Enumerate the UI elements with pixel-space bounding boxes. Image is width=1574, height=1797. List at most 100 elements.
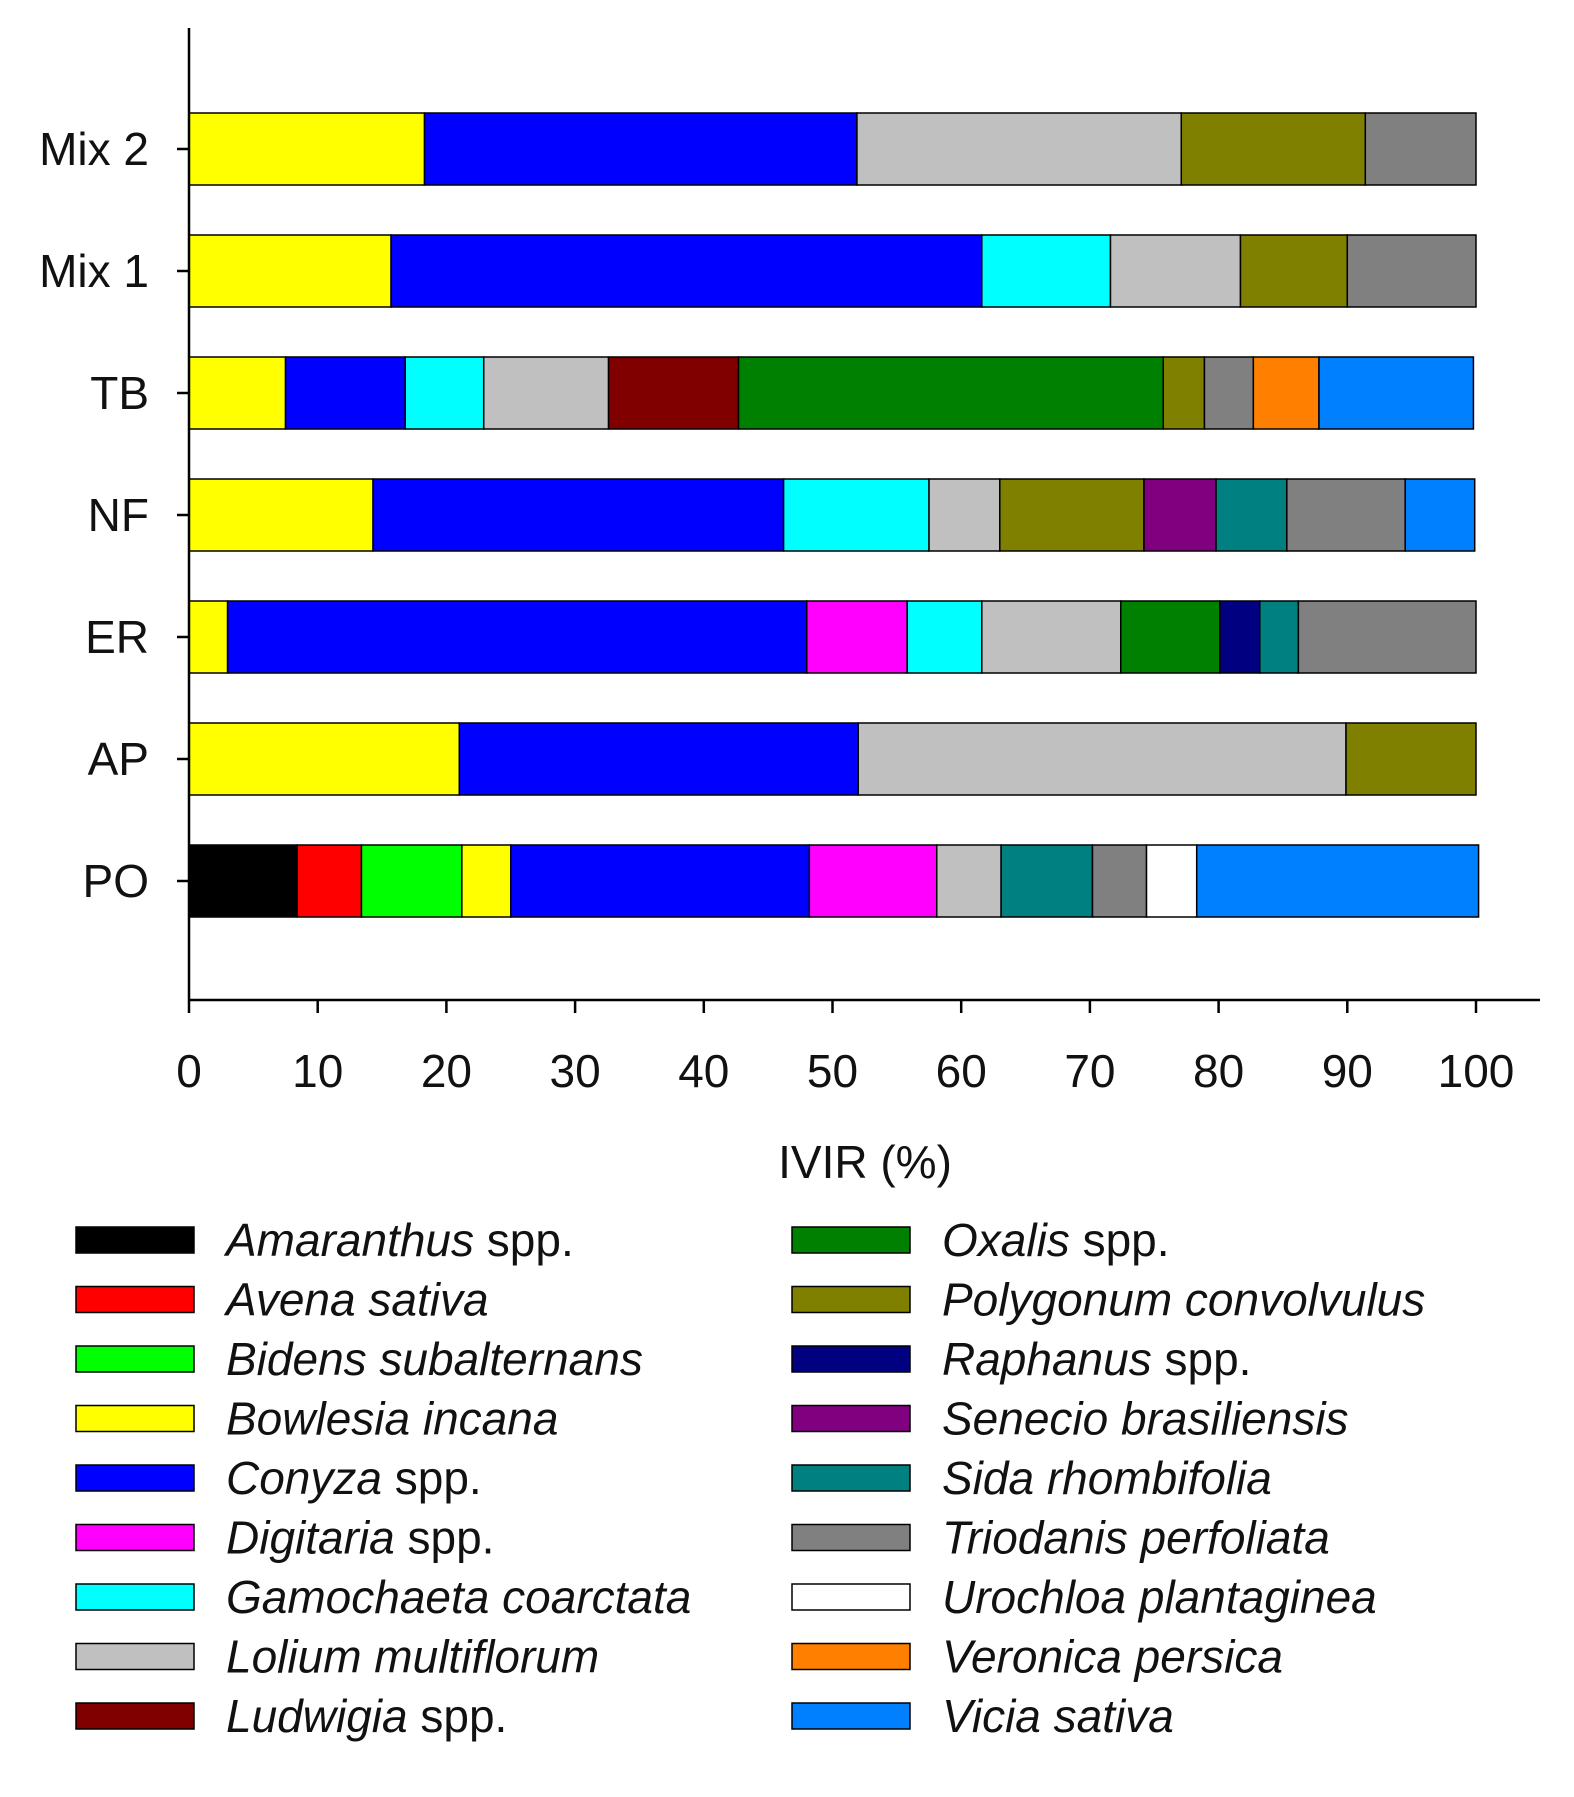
legend-label-italic: Polygonum convolvulus <box>942 1274 1425 1326</box>
bar-segment <box>999 478 1145 552</box>
legend-label-plain: spp. <box>382 1452 482 1504</box>
legend-item: Amaranthus spp. <box>75 1214 574 1266</box>
bar-segment <box>1219 600 1261 674</box>
x-tick-label: 100 <box>1438 1045 1515 1097</box>
legend-swatch <box>75 1642 195 1671</box>
legend-label-italic: Amaranthus <box>223 1214 474 1266</box>
legend-label: Polygonum convolvulus <box>942 1274 1425 1326</box>
legend-swatch <box>75 1464 195 1492</box>
legend: Amaranthus spp. Avena sativa Bidens subalt… <box>75 1214 1425 1742</box>
legend-label-italic: Oxalis <box>942 1214 1070 1266</box>
bar-segment <box>510 844 811 918</box>
legend-label: Vicia sativa <box>942 1690 1174 1742</box>
legend-label: Avena sativa <box>223 1274 489 1326</box>
bar-segment <box>458 722 859 796</box>
legend-swatch <box>791 1642 911 1671</box>
bar-segment <box>296 844 363 918</box>
legend-label: Conyza spp. <box>226 1452 482 1504</box>
bar-segment <box>808 844 938 918</box>
legend-swatch <box>791 1583 911 1611</box>
x-axis-label: IVIR (%) <box>778 1136 952 1188</box>
bar-segment <box>1318 356 1475 430</box>
x-tick-label: 50 <box>807 1045 858 1097</box>
bar-segment <box>981 600 1122 674</box>
bar-segment <box>806 600 908 674</box>
legend-label: Bidens subalternans <box>226 1333 643 1385</box>
legend-item: Bidens subalternans <box>75 1333 643 1385</box>
legend-item: Veronica persica <box>791 1631 1283 1683</box>
legend-item: Digitaria spp. <box>75 1512 494 1564</box>
bar-segment <box>1195 844 1480 918</box>
bar-segment <box>360 844 463 918</box>
bar-segment <box>1109 234 1242 308</box>
bar-segment <box>928 478 1001 552</box>
legend-label-italic: Sida rhombifolia <box>942 1452 1272 1504</box>
bar-segment <box>284 356 406 430</box>
legend-label-italic: Bowlesia incana <box>226 1393 558 1445</box>
y-ticks-layer: Mix 2 Mix 1 TB NF ER AP PO <box>39 123 189 907</box>
legend-swatch <box>75 1523 195 1552</box>
legend-swatch <box>791 1702 911 1730</box>
bar-segment <box>1252 356 1320 430</box>
legend-label: Bowlesia incana <box>226 1393 558 1445</box>
legend-swatch <box>791 1523 911 1552</box>
bar-segment <box>188 844 298 918</box>
bar-segment <box>1180 112 1367 186</box>
legend-swatch <box>791 1226 911 1254</box>
bar-segment <box>461 844 512 918</box>
legend-label-italic: Ludwigia <box>226 1690 408 1742</box>
y-tick-label: TB <box>90 367 149 419</box>
bar-segment <box>1143 478 1217 552</box>
bar-segment <box>607 356 740 430</box>
x-tick-label: 20 <box>421 1045 472 1097</box>
legend-swatch <box>75 1583 195 1611</box>
x-ticks-layer: 0 10 20 30 40 50 60 70 80 90 100 <box>176 1000 1514 1097</box>
legend-label: Ludwigia spp. <box>226 1690 507 1742</box>
legend-label-italic: Gamochaeta coarctata <box>226 1571 691 1623</box>
legend-label-plain: spp. <box>1152 1333 1252 1385</box>
legend-label-italic: Lolium multiflorum <box>226 1631 599 1683</box>
legend-label-italic: Triodanis perfoliata <box>942 1512 1330 1564</box>
legend-label-italic: Vicia sativa <box>942 1690 1174 1742</box>
bar-segment <box>1346 234 1477 308</box>
legend-swatch <box>791 1464 911 1492</box>
bar-segment <box>906 600 983 674</box>
bar-segment <box>935 844 1002 918</box>
legend-item: Sida rhombifolia <box>791 1452 1272 1504</box>
legend-item: Raphanus spp. <box>791 1333 1252 1385</box>
bars-layer <box>188 112 1480 918</box>
legend-label: Gamochaeta coarctata <box>226 1571 691 1623</box>
legend-label-plain: spp. <box>1070 1214 1170 1266</box>
bar-segment <box>856 112 1183 186</box>
bar-segment <box>188 234 392 308</box>
legend-label: Sida rhombifolia <box>942 1452 1272 1504</box>
legend-swatch <box>75 1702 195 1730</box>
bar-segment <box>188 722 461 796</box>
legend-item: Avena sativa <box>75 1274 489 1326</box>
x-tick-label: 90 <box>1322 1045 1373 1097</box>
legend-item: Oxalis spp. <box>791 1214 1170 1266</box>
bar-segment <box>1345 722 1477 796</box>
legend-label-italic: Urochloa plantaginea <box>942 1571 1377 1623</box>
bar-segment <box>1259 600 1300 674</box>
legend-swatch <box>791 1345 911 1373</box>
legend-label-plain: spp. <box>474 1214 574 1266</box>
legend-swatch <box>791 1404 911 1433</box>
legend-swatch <box>791 1285 911 1314</box>
bar-segment <box>482 356 610 430</box>
bar-segment <box>1404 478 1476 552</box>
legend-label: Triodanis perfoliata <box>942 1512 1330 1564</box>
bar-segment <box>1120 600 1221 674</box>
legend-label-italic: Bidens subalternans <box>226 1333 643 1385</box>
legend-item: Bowlesia incana <box>75 1393 558 1445</box>
y-tick-label: NF <box>88 489 149 541</box>
legend-item: Lolium multiflorum <box>75 1631 599 1683</box>
x-tick-label: 60 <box>936 1045 987 1097</box>
bar-segment <box>1239 234 1349 308</box>
bar-segment <box>1297 600 1477 674</box>
legend-label: Lolium multiflorum <box>226 1631 599 1683</box>
bar-segment <box>1091 844 1148 918</box>
bar-segment <box>782 478 930 552</box>
legend-label: Amaranthus spp. <box>223 1214 574 1266</box>
